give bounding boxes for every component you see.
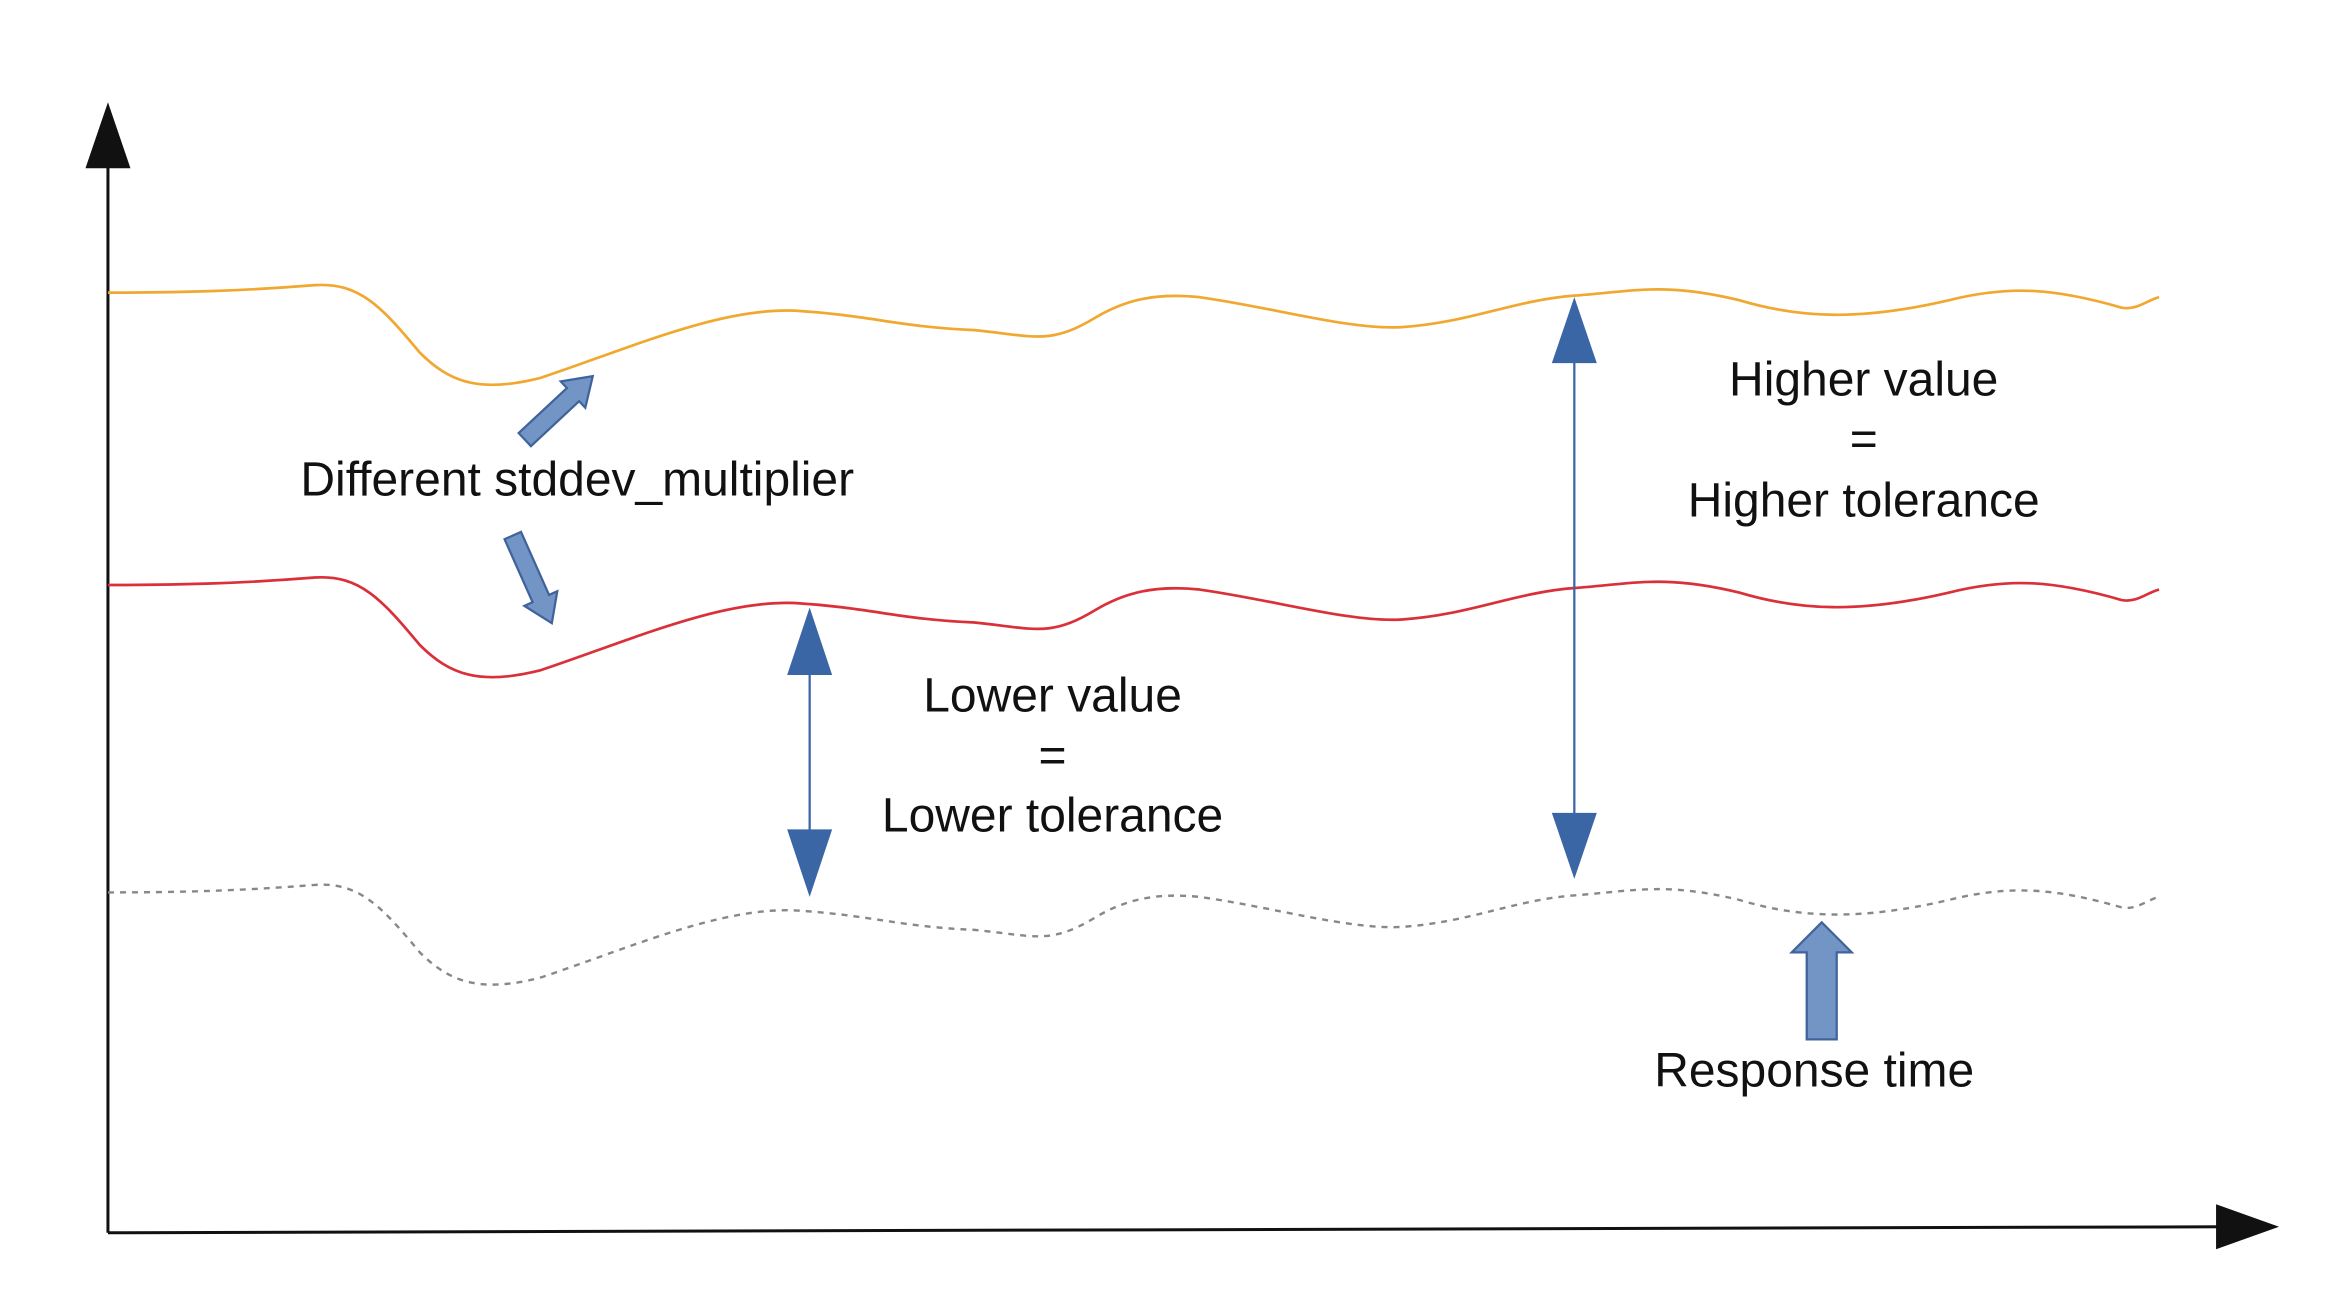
pointer-arrow [1789,920,1855,1041]
response-time-curve [106,883,2161,986]
higher-label-line: Higher tolerance [1688,475,2040,528]
multiplier-label: Different stddev_multiplier [300,454,854,507]
low-threshold-curve [106,575,2161,679]
arrowhead [1551,297,1597,364]
higher-label-line: = [1850,413,1878,466]
response-label: Response time [1654,1044,1974,1097]
arrowhead [787,829,833,897]
arrowhead [1551,812,1597,879]
x-axis [107,1225,2227,1235]
lower-label-line: Lower value [923,670,1182,723]
y-axis-arrowhead [85,102,131,169]
x-axis-arrowhead [2216,1204,2280,1250]
lower-label-line: Lower tolerance [882,790,1223,843]
pointer-arrow [503,530,559,626]
arrowhead [787,607,833,675]
pointer-arrow [517,374,595,448]
higher-label-line: Higher value [1729,353,1998,406]
lower-label-line: = [1039,730,1067,783]
